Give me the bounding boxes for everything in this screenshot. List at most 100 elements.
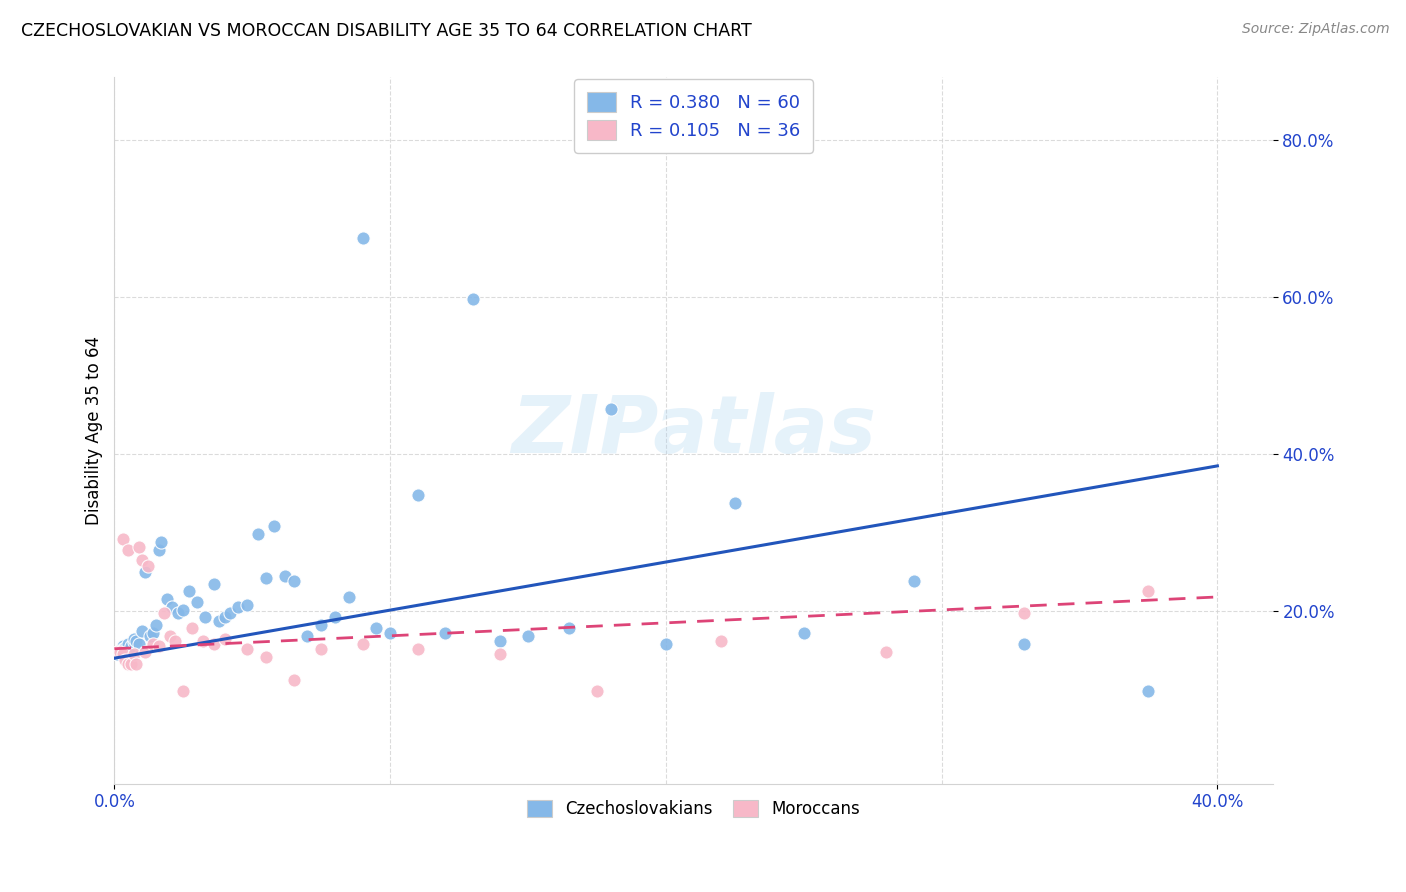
Point xyxy=(108,645,131,659)
Point xyxy=(150,535,173,549)
Text: ZIPatlas: ZIPatlas xyxy=(510,392,876,469)
Point xyxy=(122,632,145,646)
Point xyxy=(254,649,277,664)
Point xyxy=(323,610,346,624)
Point xyxy=(599,401,621,416)
Text: CZECHOSLOVAKIAN VS MOROCCAN DISABILITY AGE 35 TO 64 CORRELATION CHART: CZECHOSLOVAKIAN VS MOROCCAN DISABILITY A… xyxy=(21,22,752,40)
Point xyxy=(136,558,159,573)
Point xyxy=(159,629,181,643)
Point xyxy=(309,618,332,632)
Point xyxy=(1137,684,1160,698)
Point xyxy=(142,626,165,640)
Point xyxy=(378,626,401,640)
Legend: Czechoslovakians, Moroccans: Czechoslovakians, Moroccans xyxy=(520,793,866,825)
Point xyxy=(172,684,194,698)
Point xyxy=(142,637,165,651)
Point xyxy=(134,645,156,659)
Point xyxy=(153,606,176,620)
Point xyxy=(162,600,184,615)
Point xyxy=(489,634,512,648)
Point xyxy=(194,610,217,624)
Point xyxy=(876,645,898,659)
Point xyxy=(148,542,170,557)
Point xyxy=(214,610,236,624)
Point xyxy=(108,645,131,659)
Point xyxy=(128,540,150,554)
Point xyxy=(120,640,142,654)
Point xyxy=(1137,584,1160,599)
Point xyxy=(117,657,139,672)
Point xyxy=(117,542,139,557)
Point xyxy=(202,576,225,591)
Point xyxy=(117,637,139,651)
Point xyxy=(186,595,208,609)
Point xyxy=(125,657,148,672)
Point xyxy=(246,527,269,541)
Point xyxy=(406,641,429,656)
Point xyxy=(111,641,134,656)
Point xyxy=(236,598,259,612)
Point xyxy=(903,574,925,589)
Point xyxy=(134,565,156,579)
Point xyxy=(655,637,678,651)
Point xyxy=(202,637,225,651)
Point xyxy=(793,626,815,640)
Point xyxy=(236,641,259,656)
Point xyxy=(148,640,170,654)
Point xyxy=(366,621,388,635)
Point xyxy=(297,629,319,643)
Point xyxy=(111,640,134,654)
Point xyxy=(1014,606,1036,620)
Point xyxy=(219,606,242,620)
Point xyxy=(352,637,374,651)
Point xyxy=(122,647,145,661)
Y-axis label: Disability Age 35 to 64: Disability Age 35 to 64 xyxy=(86,336,103,525)
Point xyxy=(105,645,128,659)
Point xyxy=(489,647,512,661)
Point xyxy=(111,532,134,546)
Point xyxy=(156,592,179,607)
Point xyxy=(254,571,277,585)
Point xyxy=(117,643,139,657)
Point xyxy=(111,647,134,661)
Point xyxy=(120,645,142,659)
Point xyxy=(145,618,167,632)
Point xyxy=(309,641,332,656)
Text: Source: ZipAtlas.com: Source: ZipAtlas.com xyxy=(1241,22,1389,37)
Point xyxy=(125,634,148,648)
Point xyxy=(105,647,128,661)
Point xyxy=(172,602,194,616)
Point xyxy=(710,634,733,648)
Point xyxy=(180,621,202,635)
Point xyxy=(139,629,162,643)
Point xyxy=(166,606,188,620)
Point xyxy=(1014,637,1036,651)
Point xyxy=(214,632,236,646)
Point xyxy=(724,496,747,510)
Point xyxy=(352,231,374,245)
Point xyxy=(128,637,150,651)
Point xyxy=(283,574,305,589)
Point xyxy=(114,653,136,667)
Point xyxy=(131,624,153,638)
Point xyxy=(337,590,360,604)
Point xyxy=(177,584,200,599)
Point xyxy=(406,488,429,502)
Point xyxy=(122,635,145,649)
Point xyxy=(114,640,136,655)
Point xyxy=(208,614,231,628)
Point xyxy=(461,292,484,306)
Point xyxy=(263,519,285,533)
Point xyxy=(120,657,142,672)
Point xyxy=(283,673,305,687)
Point xyxy=(586,684,609,698)
Point xyxy=(131,553,153,567)
Point xyxy=(191,634,214,648)
Point xyxy=(274,568,297,582)
Point xyxy=(114,645,136,659)
Point xyxy=(108,643,131,657)
Point xyxy=(228,600,250,615)
Point xyxy=(165,634,187,648)
Point xyxy=(434,626,457,640)
Point xyxy=(517,629,540,643)
